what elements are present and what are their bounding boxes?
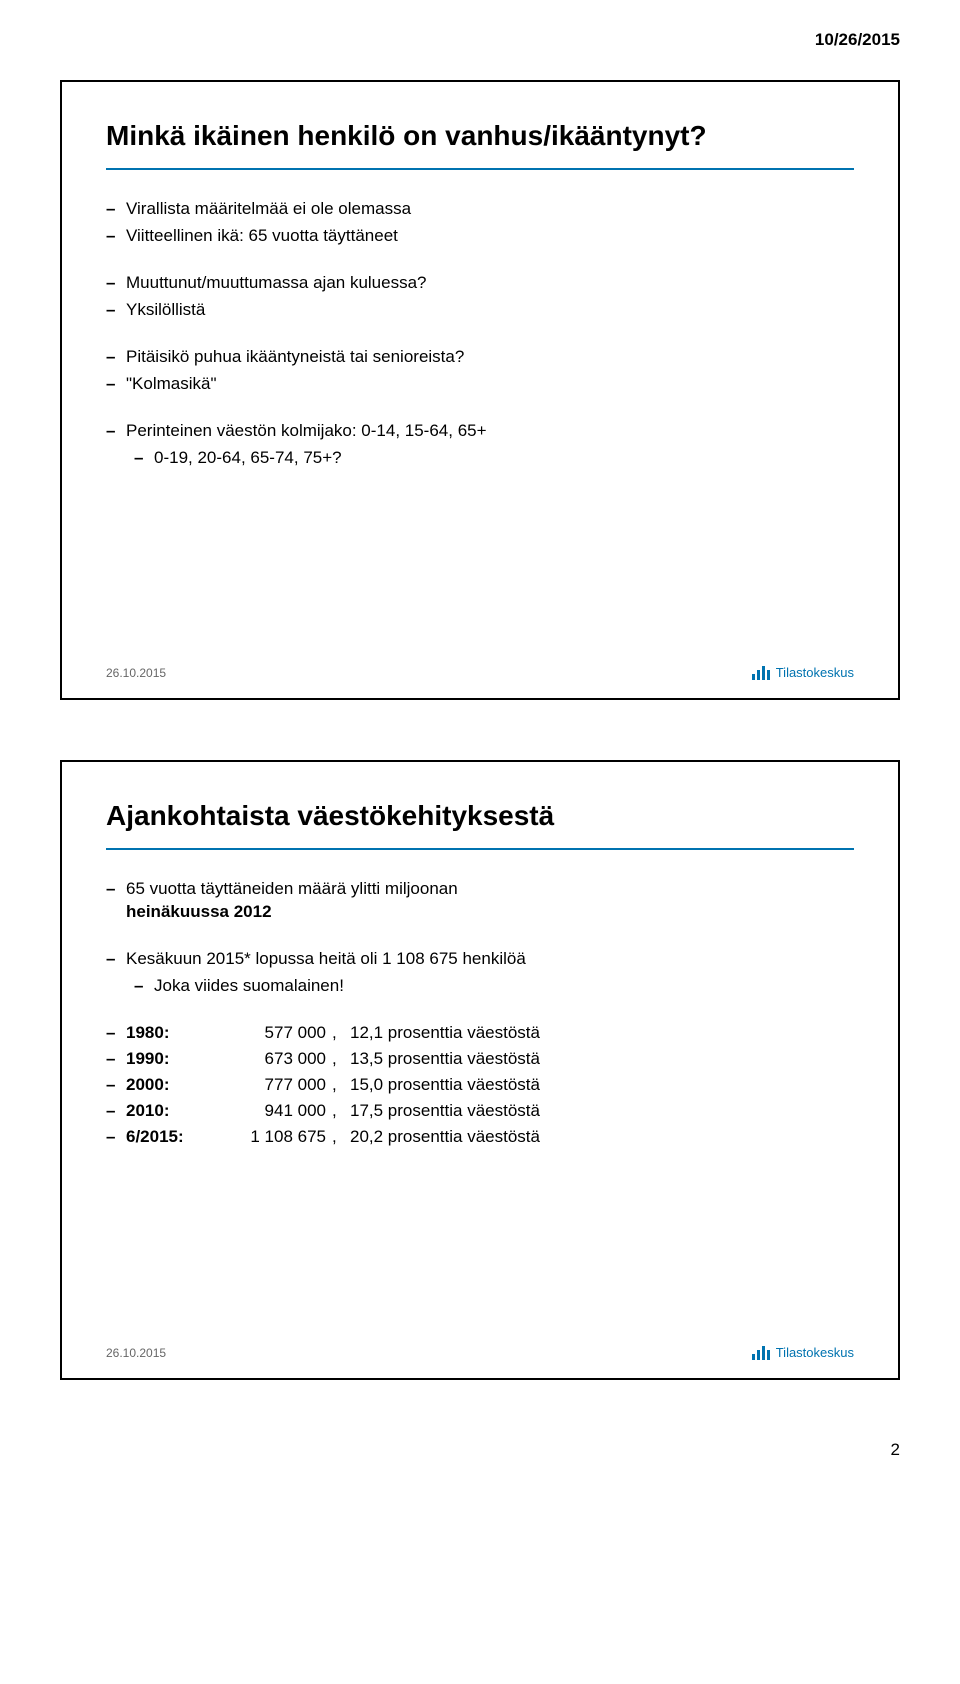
slide-footer: 26.10.2015 Tilastokeskus <box>106 1344 854 1360</box>
table-row: 6/2015: 1 108 675 , 20,2 prosenttia väes… <box>106 1126 854 1149</box>
bullet-line2: heinäkuussa 2012 <box>126 902 272 921</box>
cell-year: 1990: <box>126 1048 216 1071</box>
cell-year: 2010: <box>126 1100 216 1123</box>
slide-footer: 26.10.2015 Tilastokeskus <box>106 664 854 680</box>
cell-sep: , <box>332 1100 350 1123</box>
population-table: 1980: 577 000 , 12,1 prosenttia väestöst… <box>106 1022 854 1149</box>
bullet: "Kolmasikä" <box>106 373 854 396</box>
sub-bullet: Joka viides suomalainen! <box>134 975 854 998</box>
cell-percent: 17,5 prosenttia väestöstä <box>350 1100 854 1123</box>
cell-year: 1980: <box>126 1022 216 1045</box>
sub-bullet: 0-19, 20-64, 65-74, 75+? <box>134 447 854 470</box>
logo-text: Tilastokeskus <box>776 1345 854 1360</box>
cell-value: 941 000 <box>216 1100 332 1123</box>
page: 10/26/2015 Minkä ikäinen henkilö on vanh… <box>0 0 960 1500</box>
slide-2-title: Ajankohtaista väestökehityksestä <box>106 800 854 850</box>
logo-bars-icon <box>752 1344 770 1360</box>
bullet: Muuttunut/muuttumassa ajan kuluessa? <box>106 272 854 295</box>
logo-bars-icon <box>752 664 770 680</box>
cell-value: 577 000 <box>216 1022 332 1045</box>
slide-1-content: Virallista määritelmää ei ole olemassa V… <box>106 198 854 470</box>
bullet-line1: 65 vuotta täyttäneiden määrä ylitti milj… <box>126 879 458 898</box>
table-row: 2000: 777 000 , 15,0 prosenttia väestöst… <box>106 1074 854 1097</box>
logo: Tilastokeskus <box>752 1344 854 1360</box>
logo: Tilastokeskus <box>752 664 854 680</box>
bullet: 65 vuotta täyttäneiden määrä ylitti milj… <box>106 878 854 924</box>
page-date-header: 10/26/2015 <box>60 30 900 50</box>
bullet: Kesäkuun 2015* lopussa heitä oli 1 108 6… <box>106 948 854 971</box>
footer-date: 26.10.2015 <box>106 666 166 680</box>
cell-percent: 20,2 prosenttia väestöstä <box>350 1126 854 1149</box>
table-row: 1980: 577 000 , 12,1 prosenttia väestöst… <box>106 1022 854 1045</box>
bullet: Pitäisikö puhua ikääntyneistä tai senior… <box>106 346 854 369</box>
footer-date: 26.10.2015 <box>106 1346 166 1360</box>
bullet: Viitteellinen ikä: 65 vuotta täyttäneet <box>106 225 854 248</box>
cell-percent: 12,1 prosenttia väestöstä <box>350 1022 854 1045</box>
table-row: 1990: 673 000 , 13,5 prosenttia väestöst… <box>106 1048 854 1071</box>
logo-text: Tilastokeskus <box>776 665 854 680</box>
cell-value: 673 000 <box>216 1048 332 1071</box>
slide-2-content: 65 vuotta täyttäneiden määrä ylitti milj… <box>106 878 854 1148</box>
bullet: Yksilöllistä <box>106 299 854 322</box>
slide-2: Ajankohtaista väestökehityksestä 65 vuot… <box>60 760 900 1380</box>
cell-year: 2000: <box>126 1074 216 1097</box>
cell-value: 1 108 675 <box>216 1126 332 1149</box>
cell-sep: , <box>332 1126 350 1149</box>
slide-1-title: Minkä ikäinen henkilö on vanhus/ikääntyn… <box>106 120 854 170</box>
slide-1: Minkä ikäinen henkilö on vanhus/ikääntyn… <box>60 80 900 700</box>
cell-percent: 13,5 prosenttia väestöstä <box>350 1048 854 1071</box>
cell-year: 6/2015: <box>126 1126 216 1149</box>
cell-sep: , <box>332 1048 350 1071</box>
cell-value: 777 000 <box>216 1074 332 1097</box>
cell-sep: , <box>332 1022 350 1045</box>
page-number: 2 <box>60 1440 900 1460</box>
bullet: Virallista määritelmää ei ole olemassa <box>106 198 854 221</box>
cell-sep: , <box>332 1074 350 1097</box>
bullet: Perinteinen väestön kolmijako: 0-14, 15-… <box>106 420 854 443</box>
table-row: 2010: 941 000 , 17,5 prosenttia väestöst… <box>106 1100 854 1123</box>
cell-percent: 15,0 prosenttia väestöstä <box>350 1074 854 1097</box>
